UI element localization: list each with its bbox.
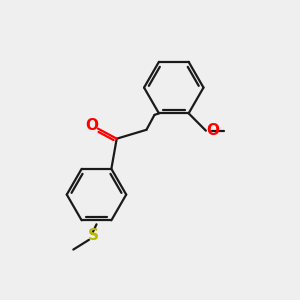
Text: O: O [85,118,98,133]
Text: O: O [206,123,220,138]
Text: S: S [88,228,99,243]
